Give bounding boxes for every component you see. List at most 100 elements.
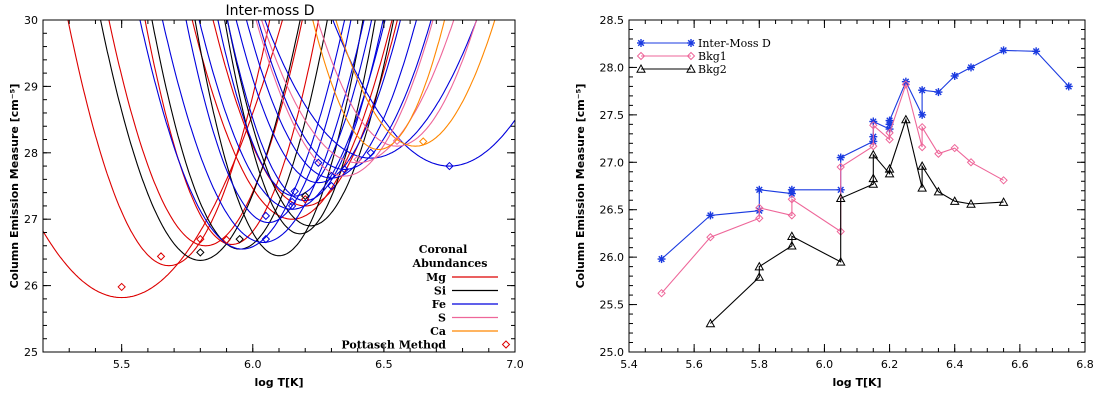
series-0-point-1 <box>706 211 715 220</box>
right-legend-label-2: Bkg2 <box>698 63 727 76</box>
curve-s-23 <box>260 20 455 164</box>
series-1-point-7 <box>836 162 845 172</box>
series-0-point-22 <box>1064 82 1073 91</box>
curve-fe-12 <box>161 20 365 243</box>
pottasch-point-14 <box>327 181 336 191</box>
series-1-point-13 <box>917 142 927 152</box>
left-ticks: 5.5 6.0 6.5 7.0 25 26 27 28 29 30 <box>24 14 524 371</box>
series-2-point-7 <box>868 179 879 188</box>
curve-mg-3 <box>144 20 320 245</box>
pottasch-point-19 <box>392 136 402 146</box>
pottasch-point-2 <box>196 234 205 244</box>
series-0-point-18 <box>950 71 959 80</box>
left-legend-label-0: Mg <box>426 271 446 284</box>
right-ytick-label: 26.0 <box>600 251 625 264</box>
curve-mg-4 <box>191 20 393 220</box>
right-y-axis-label: Column Emission Measure [cm⁻⁵] <box>574 84 587 289</box>
right-xtick-label: 5.8 <box>751 358 769 371</box>
series-0-point-19 <box>967 63 975 72</box>
right-legend-marker-0-0 <box>637 39 645 47</box>
pottasch-point-3 <box>196 248 205 257</box>
left-ytick-label: 25 <box>24 346 38 359</box>
curve-mg-1 <box>67 20 271 267</box>
pottasch-point-10 <box>290 187 299 196</box>
pottasch-point-12 <box>301 191 310 201</box>
right-ytick-label: 25.5 <box>600 299 625 312</box>
left-xtick-label: 6.0 <box>244 358 262 371</box>
series-2-point-10 <box>884 168 895 178</box>
right-legend-marker-1-1 <box>686 51 696 61</box>
left-xtick-label: 5.5 <box>113 358 131 371</box>
left-ytick-label: 29 <box>24 80 38 93</box>
curve-fe-20 <box>264 20 478 159</box>
series-0-point-3 <box>755 185 764 194</box>
curve-mg-5 <box>212 20 398 207</box>
pottasch-point-5 <box>235 234 244 244</box>
left-curves <box>43 20 515 299</box>
pottasch-point-20 <box>419 137 428 146</box>
curve-s-24 <box>316 20 478 147</box>
curve-fe-16 <box>226 20 384 202</box>
series-2-point-6 <box>835 193 846 203</box>
right-ytick-label: 26.5 <box>600 204 625 217</box>
curve-fe-15 <box>217 20 373 197</box>
series-1-point-16 <box>950 143 959 153</box>
pottasch-point-4 <box>222 235 231 244</box>
series-1-point-18 <box>999 176 1008 185</box>
right-chart: 5.4 5.6 5.8 6.0 6.2 6.4 6.6 6.8 25.0 25.5 26.0 26.5… <box>574 14 1094 389</box>
left-legend-swatch-5 <box>501 340 511 349</box>
series-line-bkg1 <box>661 82 1004 294</box>
pottasch-point-16 <box>340 165 349 174</box>
series-0-point-17 <box>934 88 943 97</box>
curve-fe-17 <box>235 20 401 184</box>
series-0-point-16 <box>918 86 927 95</box>
left-legend-title-line-2: Abundances <box>412 257 488 270</box>
left-chart: Inter-moss D 5.5 6.0 6.5 7.0 25 26 27 28 29 30 lo… <box>8 3 524 389</box>
left-x-axis-label: log T[K] <box>254 376 303 389</box>
series-2-point-3 <box>787 240 797 250</box>
series-1-point-14 <box>917 122 927 132</box>
series-0-point-15 <box>918 110 927 119</box>
series-1-point-15 <box>934 149 943 158</box>
curve-fe-19 <box>257 20 432 170</box>
series-2-point-9 <box>868 149 879 159</box>
left-legend-label-5: Pottasch Method <box>341 339 446 352</box>
series-1-point-12 <box>901 80 911 89</box>
right-legend-marker-0-1 <box>687 39 695 47</box>
right-xtick-label: 6.4 <box>946 358 964 371</box>
right-legend-label-1: Bkg1 <box>698 50 727 63</box>
curve-mg-2 <box>108 20 303 247</box>
left-legend-label-2: Fe <box>432 298 446 311</box>
curve-si-10 <box>226 20 395 227</box>
right-ytick-label: 28.0 <box>600 61 625 74</box>
left-pottasch-points <box>117 136 454 292</box>
series-2-point-15 <box>933 186 944 196</box>
series-2-point-12 <box>901 114 911 124</box>
right-series <box>657 46 1073 328</box>
series-2-point-1 <box>754 272 765 281</box>
series-2-point-16 <box>949 196 960 205</box>
curve-fe-11 <box>139 20 346 250</box>
pottasch-point-1 <box>156 252 166 261</box>
curve-ca-26 <box>335 20 496 147</box>
curve-fe-21 <box>332 20 515 167</box>
pottasch-point-11 <box>301 195 310 204</box>
pottasch-point-6 <box>261 234 271 244</box>
right-legend-marker-2-1 <box>686 63 696 73</box>
right-ticks: 5.4 5.6 5.8 6.0 6.2 6.4 6.6 6.8 25.0 25.5 26.0 26.5… <box>600 14 1094 371</box>
series-line-bkg2 <box>710 117 1004 324</box>
left-ytick-label: 26 <box>24 280 38 293</box>
pottasch-point-17 <box>353 155 362 164</box>
series-0-point-13 <box>885 116 894 125</box>
series-2-point-14 <box>917 161 927 170</box>
right-xtick-label: 5.6 <box>685 358 703 371</box>
right-ytick-label: 25.0 <box>600 346 625 359</box>
series-2-point-18 <box>998 197 1009 206</box>
curve-mg-0 <box>43 20 284 299</box>
series-2-point-11 <box>884 163 895 173</box>
left-ytick-label: 28 <box>24 147 38 160</box>
curve-fe-18 <box>245 20 418 179</box>
